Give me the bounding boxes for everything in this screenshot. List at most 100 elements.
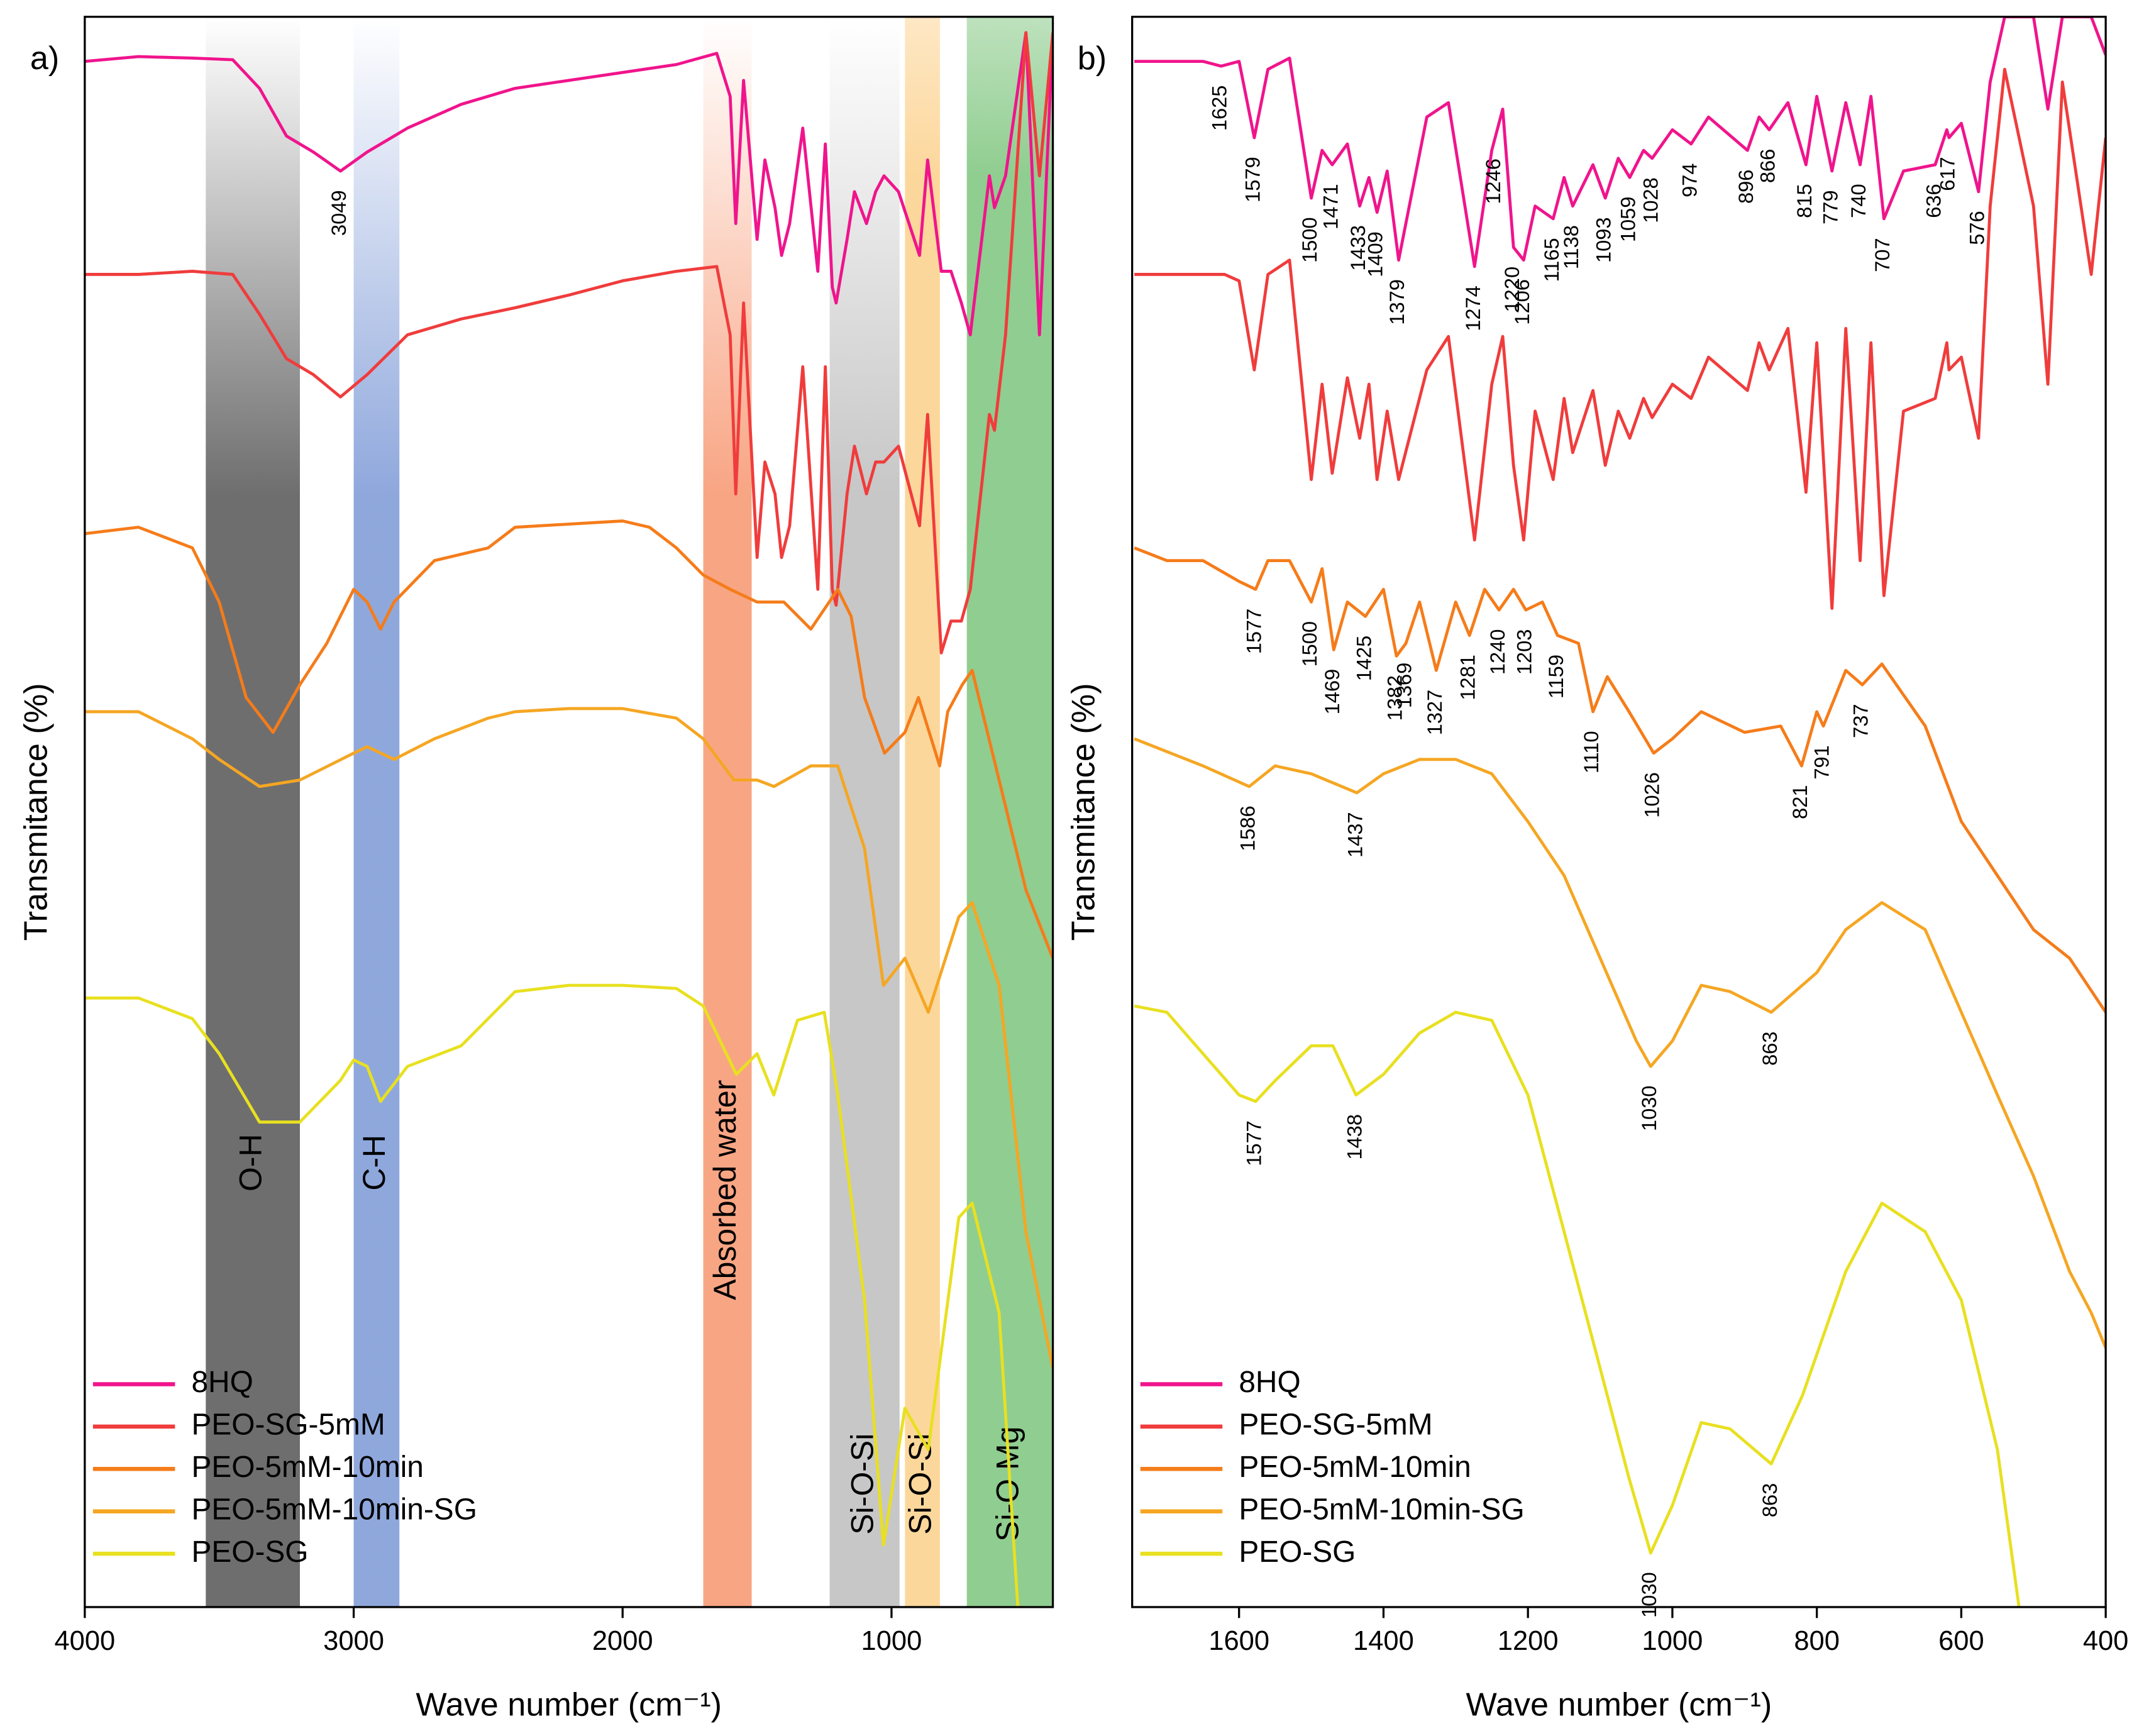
peak-label: 707	[1870, 238, 1894, 272]
peak-label: 1469	[1320, 669, 1344, 715]
spectrum-line	[84, 31, 1053, 655]
peak-label: 1246	[1481, 158, 1505, 204]
x-tick-label: 1000	[1642, 1626, 1703, 1656]
peak-label: 863	[1758, 1031, 1781, 1065]
band	[829, 16, 900, 1607]
peak-label: 1471	[1318, 184, 1342, 229]
plot-frame	[1131, 16, 2107, 1608]
band	[905, 16, 940, 1607]
peak-label: 1110	[1579, 731, 1603, 773]
peak-label: 1577	[1242, 1120, 1266, 1166]
x-tick-label: 1000	[861, 1626, 922, 1656]
peak-label: 737	[1849, 704, 1872, 738]
x-tick-label: 1400	[1353, 1626, 1414, 1656]
peak-label: 821	[1788, 785, 1811, 819]
x-axis-label: Wave number (cm⁻¹)	[416, 1686, 722, 1723]
peak-label: 815	[1793, 184, 1816, 218]
peak-label: 1586	[1235, 805, 1259, 851]
legend-label: PEO-5mM-10min-SG	[191, 1493, 477, 1526]
spectrum-line	[1134, 546, 2106, 1014]
peak-label: 1500	[1298, 621, 1321, 667]
legend-label: PEO-5mM-10min	[191, 1451, 423, 1484]
band-label: Si-O-Si	[902, 1434, 937, 1535]
band-label: O-H	[233, 1134, 268, 1191]
legend-label: PEO-5mM-10min-SG	[1239, 1493, 1524, 1526]
band	[206, 16, 300, 1607]
peak-label: 779	[1818, 191, 1842, 224]
peak-label: 1437	[1344, 812, 1367, 858]
spectrum-line	[84, 31, 1053, 336]
peak-label: 1138	[1559, 225, 1583, 269]
peak-label: 1030	[1637, 1572, 1660, 1618]
peak-label: 1206	[1510, 279, 1533, 325]
spectrum-line	[1134, 1004, 2021, 1607]
band-label: C-H	[356, 1135, 392, 1191]
peak-label: 974	[1677, 163, 1701, 197]
peak-label: 1281	[1456, 655, 1479, 700]
legend-label: PEO-5mM-10min	[1239, 1451, 1471, 1484]
y-axis-label: Transmitance (%)	[1066, 683, 1102, 941]
legend-label: PEO-SG	[191, 1535, 308, 1569]
peak-label: 576	[1965, 211, 1989, 245]
peak-label: 791	[1810, 745, 1833, 779]
peak-label: 866	[1755, 149, 1779, 183]
x-tick-label: 800	[1794, 1626, 1840, 1656]
peak-label: 1165	[1540, 238, 1563, 282]
peak-label: 1382	[1383, 675, 1406, 721]
peak-label: 1577	[1242, 609, 1266, 655]
spectrum-line	[84, 983, 1020, 1607]
panel-label: a)	[30, 40, 59, 77]
peak-label: 1030	[1637, 1085, 1660, 1131]
x-tick-label: 3000	[323, 1626, 384, 1656]
peak-label: 1625	[1208, 86, 1231, 131]
spectrum-line	[1134, 67, 2106, 610]
peak-label: 1433	[1346, 225, 1369, 271]
spectrum-line	[1134, 737, 2106, 1349]
peak-label: 740	[1847, 184, 1870, 218]
peak-label: 1159	[1544, 655, 1567, 699]
x-tick-label: 1200	[1498, 1626, 1559, 1656]
peak-label: 1240	[1486, 629, 1509, 675]
peak-label: 1203	[1512, 629, 1535, 675]
peak-label: 1438	[1342, 1114, 1366, 1160]
legend-label: PEO-SG-5mM	[1239, 1408, 1432, 1442]
peak-label: 3049	[327, 191, 350, 236]
band-label: Si-O-Si	[844, 1434, 880, 1535]
peak-label: 1500	[1298, 217, 1321, 263]
peak-label: 1579	[1241, 157, 1264, 202]
peak-label: 1274	[1461, 285, 1484, 331]
peak-label: 1220	[1500, 267, 1523, 312]
panel-label: b)	[1078, 40, 1107, 77]
legend-label: PEO-SG-5mM	[191, 1408, 385, 1442]
x-tick-label: 4000	[54, 1626, 115, 1656]
peak-label: 1026	[1640, 772, 1664, 818]
x-tick-label: 600	[1938, 1626, 1984, 1656]
band-label: Absorbed water	[707, 1080, 743, 1300]
peak-label: 1028	[1638, 177, 1662, 223]
peak-label: 636	[1922, 184, 1945, 218]
peak-label: 896	[1734, 170, 1757, 204]
peak-label: 1093	[1592, 217, 1615, 263]
x-axis-label: Wave number (cm⁻¹)	[1466, 1686, 1772, 1723]
spectrum-line	[84, 707, 1053, 1369]
peak-label: 863	[1758, 1483, 1781, 1517]
peak-label: 1369	[1393, 663, 1416, 709]
peak-label: 1409	[1364, 231, 1387, 277]
plot-frame	[84, 16, 1054, 1608]
legend-label: 8HQ	[191, 1366, 253, 1399]
y-axis-label: Transmitance (%)	[18, 683, 55, 941]
band	[703, 16, 752, 1607]
legend-label: PEO-SG	[1239, 1535, 1356, 1569]
peak-label: 617	[1935, 157, 1959, 191]
x-tick-label: 1600	[1208, 1626, 1269, 1656]
peak-label: 1425	[1352, 636, 1375, 682]
peak-label: 1379	[1385, 279, 1408, 325]
spectrum-line	[1134, 16, 2106, 268]
peak-label: 1059	[1616, 197, 1640, 243]
spectrum-line	[84, 519, 1053, 959]
x-tick-label: 2000	[592, 1626, 653, 1656]
legend-label: 8HQ	[1239, 1366, 1300, 1399]
band	[353, 16, 400, 1607]
x-tick-label: 400	[2083, 1626, 2129, 1656]
